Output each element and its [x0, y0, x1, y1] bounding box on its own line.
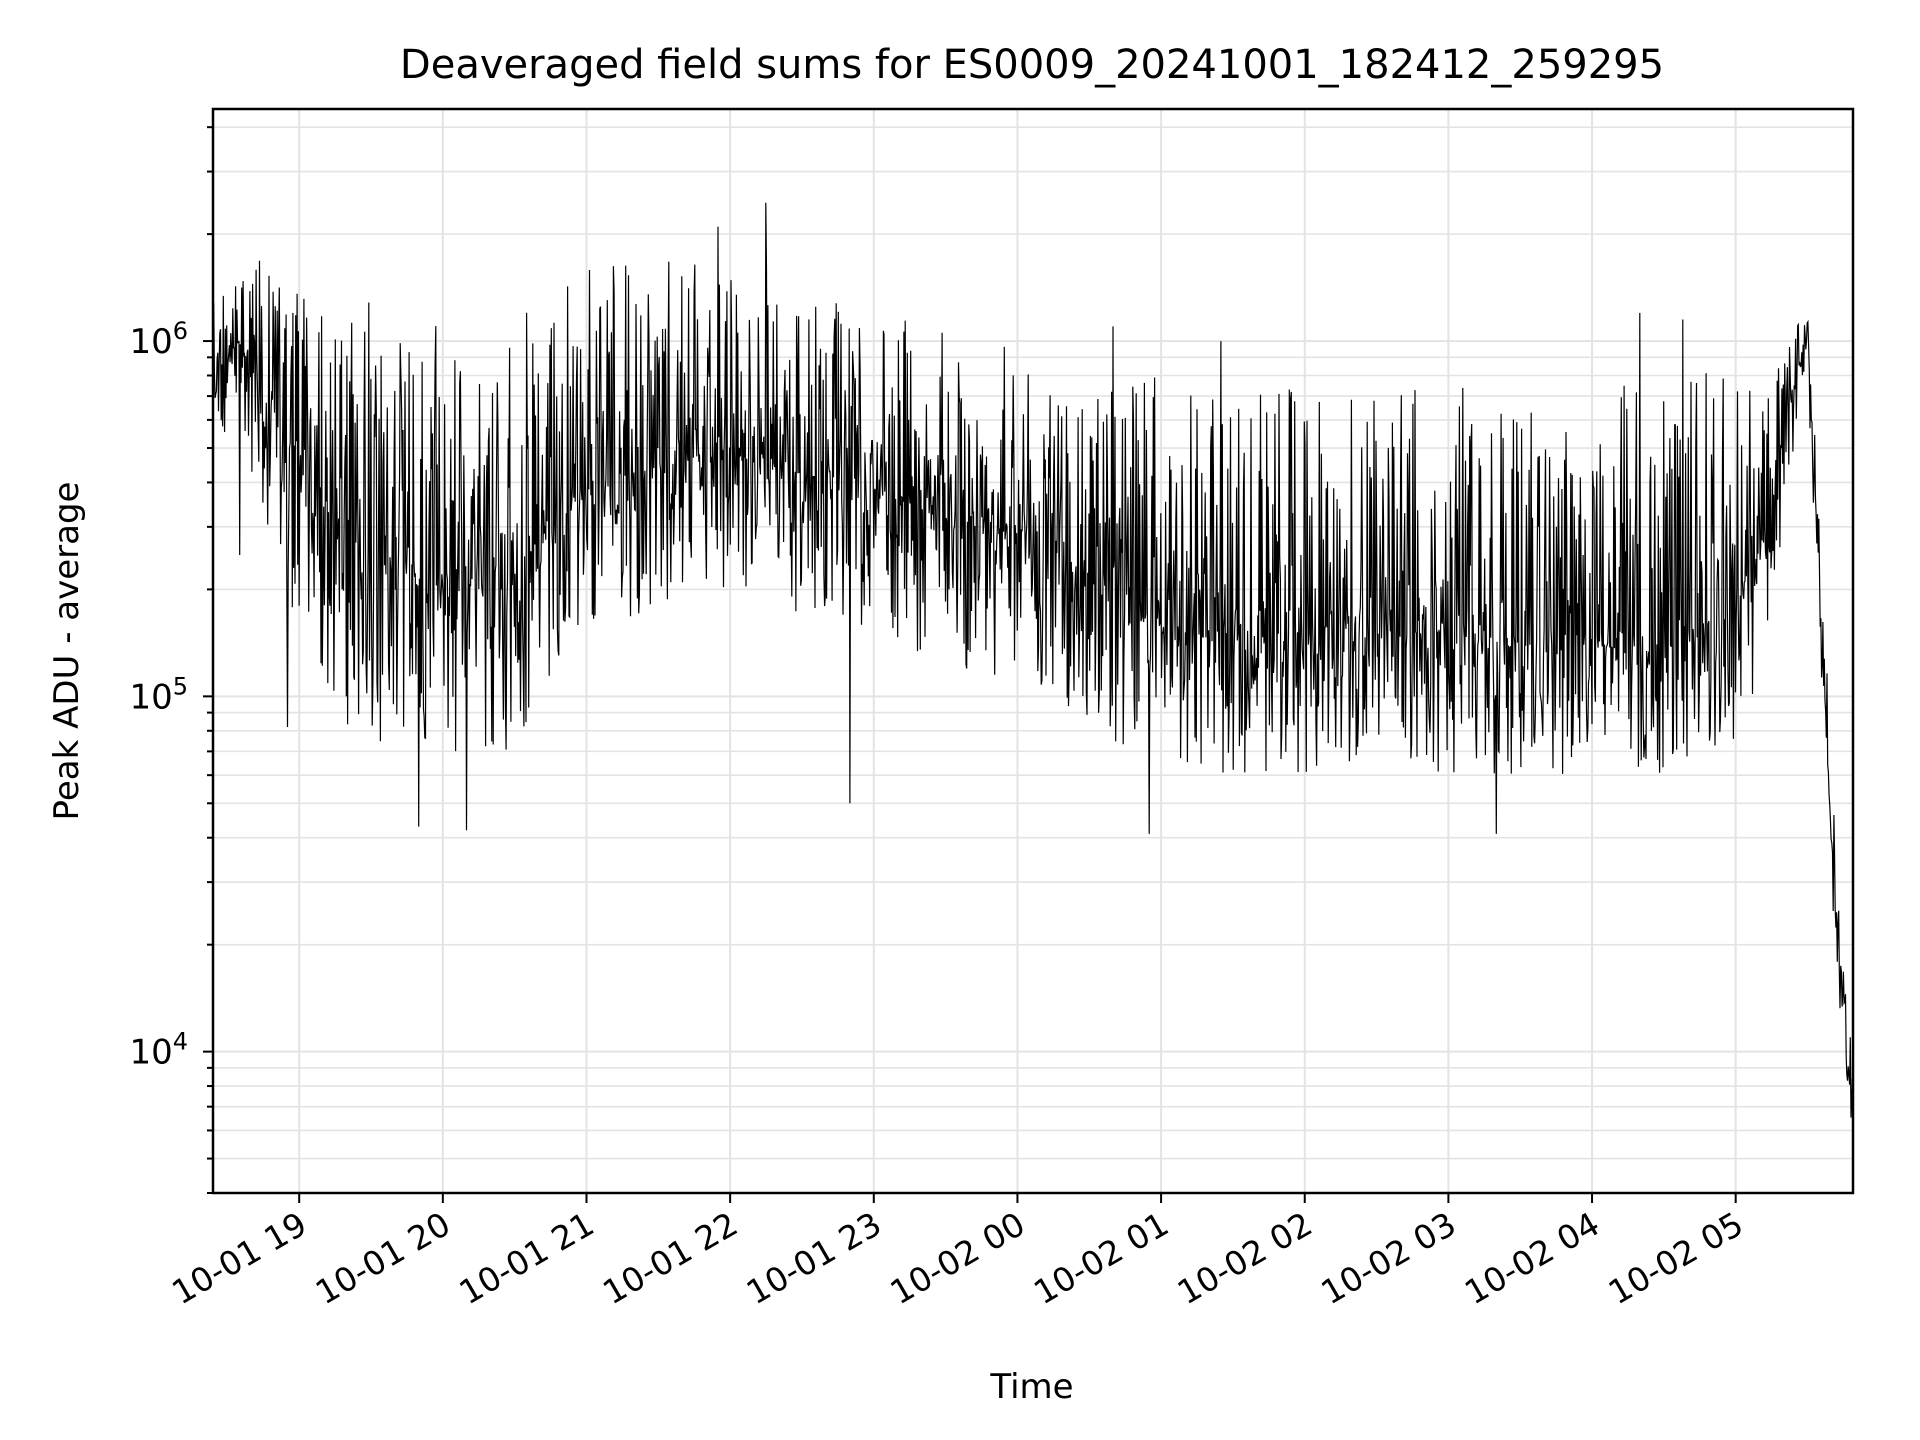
x-tick-label: 10-01 22	[596, 1204, 744, 1312]
plot-frame	[211, 107, 1855, 1195]
x-tick-label: 10-01 20	[309, 1204, 457, 1312]
x-tick-label: 10-02 02	[1171, 1204, 1319, 1312]
y-tick-label: 104	[129, 1028, 188, 1073]
x-tick-label: 10-02 03	[1314, 1204, 1462, 1312]
grid-lines	[213, 109, 1853, 1194]
x-axis-label: Time	[989, 1367, 1073, 1407]
y-axis-label: Peak ADU - average	[47, 482, 87, 821]
chart-title: Deaveraged field sums for ES0009_2024100…	[400, 42, 1664, 88]
y-tick-label: 106	[129, 317, 188, 362]
series-path	[212, 202, 1854, 1134]
x-tick-label: 10-01 21	[452, 1204, 600, 1312]
y-tick-label: 105	[129, 672, 188, 717]
x-tick-label: 10-02 01	[1027, 1204, 1175, 1312]
series-line	[212, 202, 1854, 1134]
y-axis: 104 105 106	[129, 126, 213, 1194]
x-tick-label: 10-01 19	[165, 1204, 313, 1312]
x-tick-label: 10-02 00	[883, 1204, 1031, 1312]
x-tick-label: 10-02 04	[1458, 1204, 1606, 1312]
x-tick-label: 10-01 23	[740, 1204, 888, 1312]
x-tick-label: 10-02 05	[1602, 1204, 1750, 1312]
